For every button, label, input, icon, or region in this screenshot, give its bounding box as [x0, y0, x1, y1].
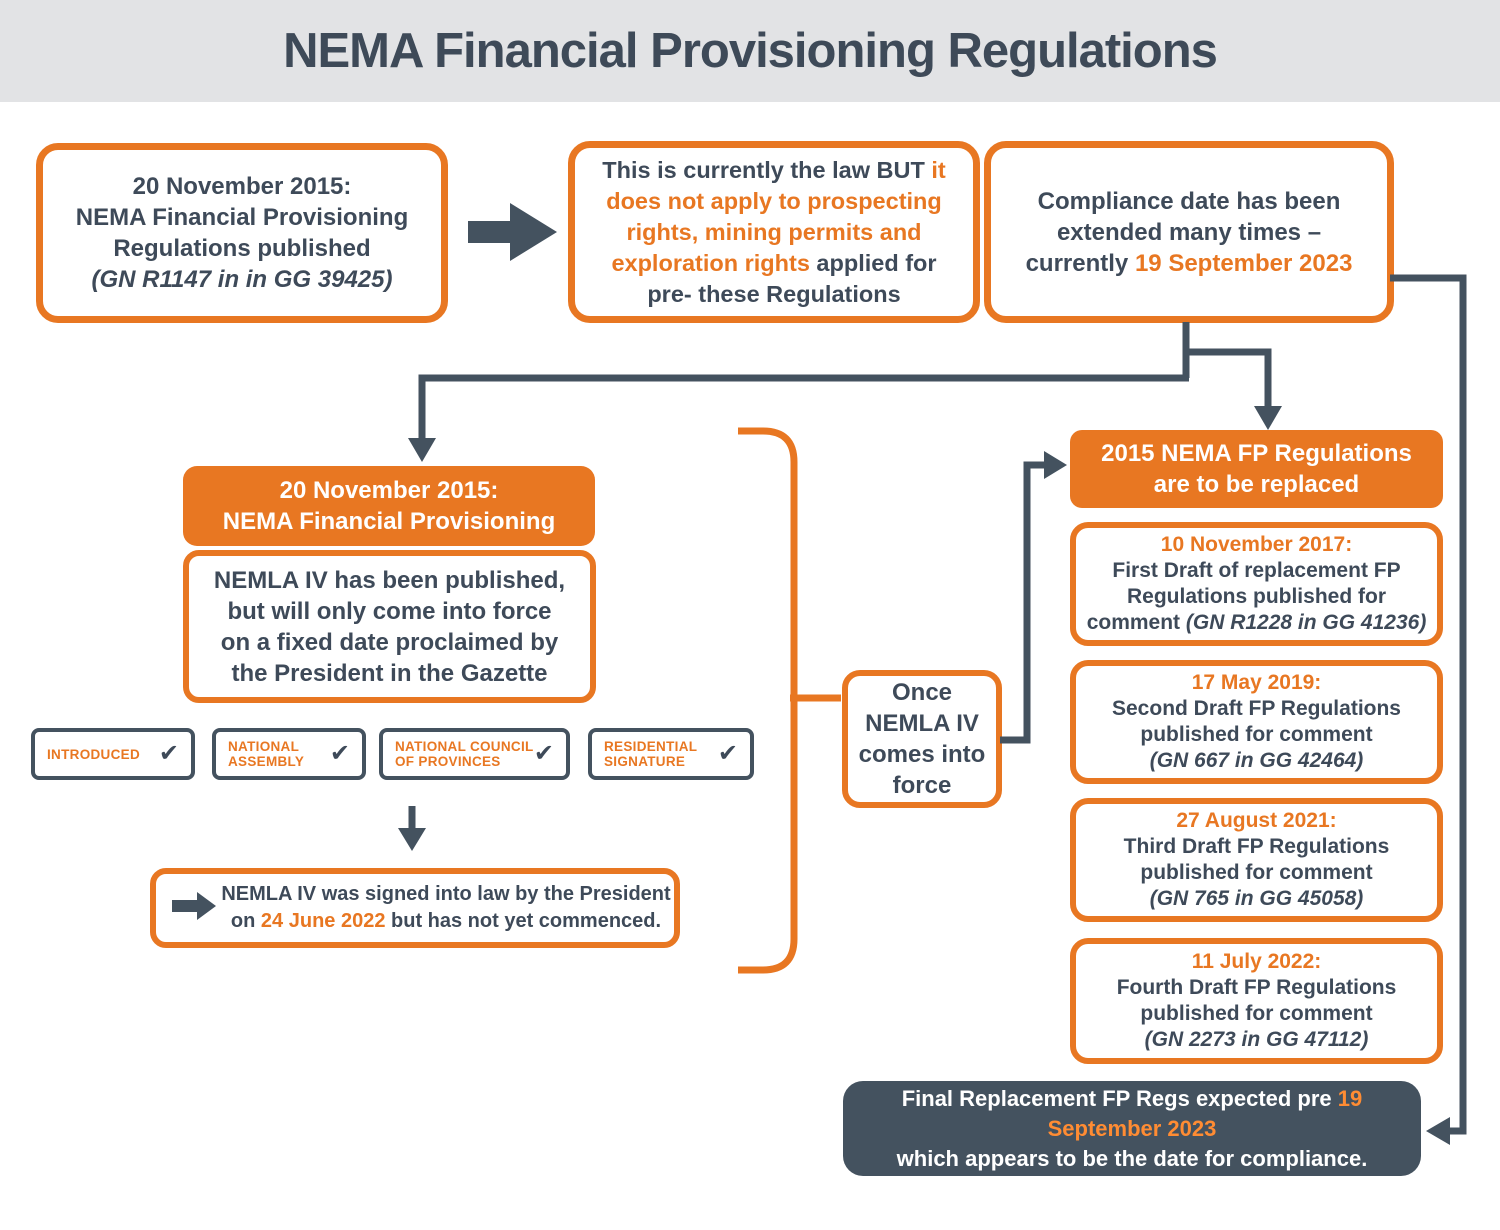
draft-line: Regulations published for [1126, 585, 1386, 608]
compliance-line: extended many times – [1056, 218, 1322, 246]
connector-compliance-split-line [418, 322, 1272, 440]
arrowhead-left-icon [1426, 1117, 1450, 1145]
compliance-line: currently 19 September 2023 [1025, 249, 1353, 277]
nemla-header-box: 20 November 2015: NEMA Financial Provisi… [183, 466, 595, 546]
stage-label: NATIONAL COUNCIL [395, 739, 534, 754]
arrowhead-down-small-icon [398, 828, 426, 851]
arrowhead-right-icon [1044, 451, 1067, 479]
draft-date: 27 August 2021: [1176, 809, 1337, 832]
published-line: NEMA Financial Provisioning [75, 204, 409, 231]
stage-introduced-box: INTRODUCED ✔ [31, 728, 195, 780]
stage-label: SIGNATURE [604, 754, 686, 769]
draft-line: Fourth Draft FP Regulations [1116, 976, 1397, 999]
nemla-body-box: NEMLA IV has been published, but will on… [183, 550, 596, 703]
check-icon: ✔ [717, 740, 738, 767]
draft-box-3: 27 August 2021: Third Draft FP Regulatio… [1070, 798, 1443, 922]
right-arrow-icon [468, 203, 557, 261]
page-title: NEMA Financial Provisioning Regulations [283, 24, 1218, 78]
current-law-box: This is currently the law BUT it does no… [568, 141, 980, 323]
draft-box-1: 10 November 2017: First Draft of replace… [1070, 522, 1443, 646]
draft-date: 17 May 2019: [1191, 671, 1322, 694]
stage-label: RESIDENTIAL [604, 739, 698, 754]
nemla-body-line: but will only come into force [227, 597, 552, 625]
stage-national-assembly-box: NATIONAL ASSEMBLY ✔ [212, 728, 366, 780]
draft-line: Third Draft FP Regulations [1123, 835, 1390, 858]
law-line: This is currently the law BUT it [602, 156, 946, 183]
stage-label: OF PROVINCES [395, 754, 501, 769]
final-line: which appears to be the date for complia… [896, 1145, 1368, 1171]
check-icon: ✔ [158, 740, 179, 767]
compliance-line: Compliance date has been [1037, 187, 1341, 215]
draft-line: First Draft of replacement FP [1112, 559, 1401, 582]
published-line: 20 November 2015: [132, 173, 352, 200]
stage-ncop-box: NATIONAL COUNCIL OF PROVINCES ✔ [379, 728, 570, 780]
law-line: exploration rights applied for [611, 249, 937, 276]
law-line: pre- these Regulations [647, 280, 901, 307]
draft-line: published for comment [1140, 1002, 1373, 1025]
once-line: Once [891, 679, 953, 706]
draft-line: (GN 2273 in GG 47112) [1144, 1028, 1369, 1051]
nemla-body-line: on a fixed date proclaimed by [220, 628, 559, 656]
orange-brace-connector [738, 427, 841, 974]
law-line: does not apply to prospecting [606, 187, 942, 214]
draft-line: Second Draft FP Regulations [1112, 697, 1401, 720]
once-nemla-box: Once NEMLA IV comes into force [842, 670, 1002, 808]
draft-line: comment (GN R1228 in GG 41236) [1086, 611, 1427, 634]
check-icon: ✔ [329, 740, 350, 767]
draft-date: 10 November 2017: [1160, 533, 1353, 556]
signed-line: on 24 June 2022 but has not yet commence… [230, 910, 662, 932]
arrowhead-down-right-icon [1254, 406, 1282, 430]
draft-box-4: 11 July 2022: Fourth Draft FP Regulation… [1070, 938, 1443, 1064]
check-icon: ✔ [533, 740, 554, 767]
replacement-header-box: 2015 NEMA FP Regulations are to be repla… [1070, 430, 1443, 508]
stage-signature-box: RESIDENTIAL SIGNATURE ✔ [588, 728, 754, 780]
signed-line: NEMLA IV was signed into law by the Pres… [221, 883, 671, 905]
once-line: comes into [858, 741, 986, 768]
draft-box-2: 17 May 2019: Second Draft FP Regulations… [1070, 660, 1443, 784]
once-line: force [892, 772, 952, 799]
draft-date: 11 July 2022: [1191, 950, 1322, 973]
nemla-body-line: the President in the Gazette [231, 659, 548, 687]
published-line: Regulations published [113, 235, 371, 262]
once-line: NEMLA IV [865, 710, 979, 737]
compliance-date-box: Compliance date has been extended many t… [984, 141, 1394, 323]
replacement-header-line: are to be replaced [1153, 471, 1360, 498]
nemla-header-line: NEMA Financial Provisioning [222, 508, 556, 535]
final-replacement-box: Final Replacement FP Regs expected pre 1… [843, 1081, 1421, 1176]
title-band: NEMA Financial Provisioning Regulations [0, 0, 1500, 102]
law-line: rights, mining permits and [626, 218, 922, 245]
signed-into-law-box: NEMLA IV was signed into law by the Pres… [150, 868, 680, 948]
replacement-header-line: 2015 NEMA FP Regulations [1101, 440, 1412, 467]
stage-label: NATIONAL [228, 739, 300, 754]
draft-line: (GN 667 in GG 42464) [1149, 749, 1364, 772]
published-ref: (GN R1147 in in GG 39425) [91, 266, 393, 293]
published-2015-box: 20 November 2015: NEMA Financial Provisi… [36, 143, 448, 323]
stage-label: ASSEMBLY [228, 754, 305, 769]
draft-line: published for comment [1140, 723, 1373, 746]
nemla-body-line: NEMLA IV has been published, [213, 566, 566, 594]
draft-line: (GN 765 in GG 45058) [1149, 887, 1364, 910]
arrowhead-down-left-icon [408, 438, 436, 462]
nemla-header-line: 20 November 2015: [279, 477, 499, 504]
final-line: Final Replacement FP Regs expected pre 1… [901, 1085, 1363, 1141]
draft-line: published for comment [1140, 861, 1373, 884]
connector-once-to-replacement-line [1000, 461, 1046, 744]
stage-label: INTRODUCED [47, 746, 140, 762]
